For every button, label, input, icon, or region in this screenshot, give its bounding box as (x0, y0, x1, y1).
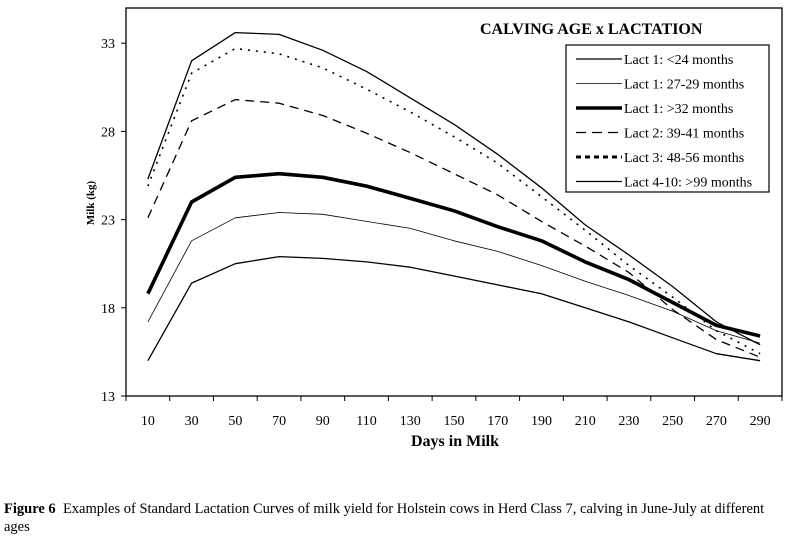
legend-label: Lact 2: 39-41 months (624, 127, 744, 142)
x-axis-title: Days in Milk (411, 433, 499, 450)
x-tick-label: 150 (444, 414, 465, 429)
x-axis: 10 30 50 70 90 110 130 150 170 190 210 230 250 270 290 (125, 396, 783, 429)
legend-box (565, 44, 770, 193)
series-line (146, 171, 761, 338)
legend-item: Lact 3: 48-56 months (576, 151, 744, 166)
figure-label: Figure 6 (4, 501, 56, 517)
y-tick-label: 23 (101, 214, 115, 229)
y-tick-label: 18 (101, 302, 115, 317)
x-tick-label: 210 (575, 414, 596, 429)
series-6 (147, 31, 761, 346)
y-axis: 13 18 23 28 33 (101, 37, 126, 405)
x-tick-label: 10 (141, 414, 155, 429)
x-tick-label: 270 (706, 414, 727, 429)
chart-title: CALVING AGE x LACTATION (480, 21, 703, 38)
legend-label: Lact 1: >32 months (624, 102, 733, 117)
figure-caption-text: Examples of Standard Lactation Curves of… (4, 501, 765, 535)
y-tick-label: 28 (101, 125, 115, 140)
legend-item: Lact 2: 39-41 months (576, 127, 744, 142)
plot-frame (125, 7, 783, 397)
lactation-chart: 13 18 23 28 33 10 30 50 70 90 110 130 150 170 190 210 2… (85, 7, 783, 450)
legend-label: Lact 4-10: >99 months (624, 176, 752, 191)
y-tick-label: 33 (101, 37, 115, 52)
series-layer (146, 31, 761, 362)
legend-label: Lact 1: 27-29 months (624, 78, 744, 93)
legend: Lact 1: <24 months Lact 1: 27-29 months La… (565, 44, 770, 193)
legend-item: Lact 1: >32 months (576, 102, 733, 117)
figure-caption: Figure 6 Examples of Standard Lactation … (4, 500, 784, 536)
series-3 (146, 171, 761, 338)
x-tick-label: 170 (487, 414, 508, 429)
series-1 (147, 255, 761, 362)
x-tick-label: 50 (228, 414, 242, 429)
legend-label: Lact 1: <24 months (624, 53, 733, 68)
legend-label: Lact 3: 48-56 months (624, 151, 744, 166)
x-tick-label: 130 (400, 414, 421, 429)
x-tick-label: 250 (662, 414, 683, 429)
x-tick-label: 30 (185, 414, 199, 429)
legend-item: Lact 1: 27-29 months (576, 78, 744, 93)
series-4 (147, 98, 761, 358)
x-tick-label: 230 (618, 414, 639, 429)
series-2 (147, 212, 761, 344)
x-tick-label: 290 (750, 414, 771, 429)
y-axis-title: Milk (kg) (85, 181, 97, 226)
series-line (147, 31, 761, 346)
y-tick-label: 13 (101, 390, 115, 405)
legend-item: Lact 4-10: >99 months (576, 176, 752, 191)
series-line (147, 255, 761, 362)
series-5 (147, 47, 761, 355)
x-tick-label: 110 (356, 414, 376, 429)
series-line (147, 47, 761, 355)
x-tick-label: 90 (316, 414, 330, 429)
x-tick-label: 70 (272, 414, 286, 429)
series-line (147, 98, 761, 358)
x-tick-label: 190 (531, 414, 552, 429)
legend-item: Lact 1: <24 months (576, 53, 733, 68)
series-line (147, 212, 761, 344)
